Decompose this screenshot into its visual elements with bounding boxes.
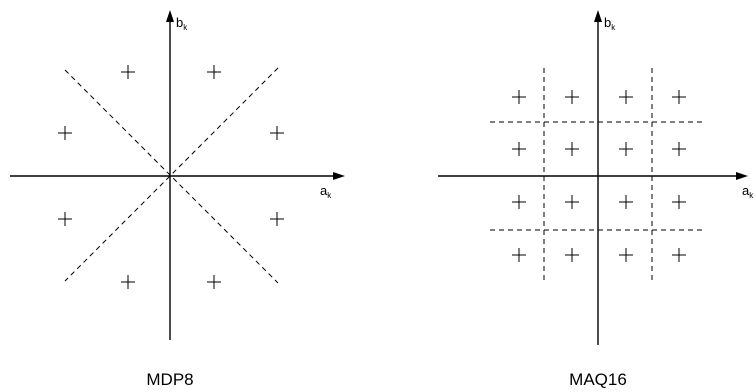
mdp8-point: [207, 275, 221, 289]
maq16-point: [565, 248, 579, 262]
maq16-points: [512, 90, 686, 262]
mdp8-x-axis-label: ak: [320, 183, 332, 200]
maq16-point: [512, 142, 526, 156]
maq16-caption: MAQ16: [569, 370, 627, 389]
maq16-point: [619, 195, 633, 209]
maq16-point: [565, 90, 579, 104]
mdp8-boundary-diag-2: [64, 67, 279, 282]
maq16-point: [512, 195, 526, 209]
maq16-point: [672, 90, 686, 104]
mdp8-point: [121, 275, 135, 289]
maq16-point: [672, 195, 686, 209]
maq16-x-axis-arrow: [736, 172, 748, 180]
maq16-point: [565, 142, 579, 156]
maq16-point: [619, 90, 633, 104]
maq16-point: [672, 248, 686, 262]
maq16-point: [672, 142, 686, 156]
mdp8-point: [207, 65, 221, 79]
maq16-point: [619, 142, 633, 156]
mdp8-point: [270, 126, 284, 140]
maq16-diagram: bk ak MAQ16: [438, 10, 754, 389]
maq16-point: [512, 248, 526, 262]
mdp8-caption: MDP8: [146, 370, 193, 389]
maq16-y-axis-label: bk: [604, 15, 616, 32]
mdp8-point: [270, 212, 284, 226]
mdp8-point: [121, 65, 135, 79]
maq16-y-axis-arrow: [594, 10, 602, 22]
mdp8-y-axis-arrow: [166, 10, 174, 22]
maq16-point: [512, 90, 526, 104]
mdp8-points: [58, 65, 284, 289]
mdp8-y-axis-label: bk: [176, 15, 188, 32]
mdp8-point: [58, 212, 72, 226]
mdp8-point: [58, 126, 72, 140]
maq16-x-axis-label: ak: [742, 183, 754, 200]
mdp8-diagram: bk ak MDP8: [10, 10, 345, 389]
maq16-point: [619, 248, 633, 262]
mdp8-x-axis-arrow: [333, 172, 345, 180]
maq16-point: [565, 195, 579, 209]
